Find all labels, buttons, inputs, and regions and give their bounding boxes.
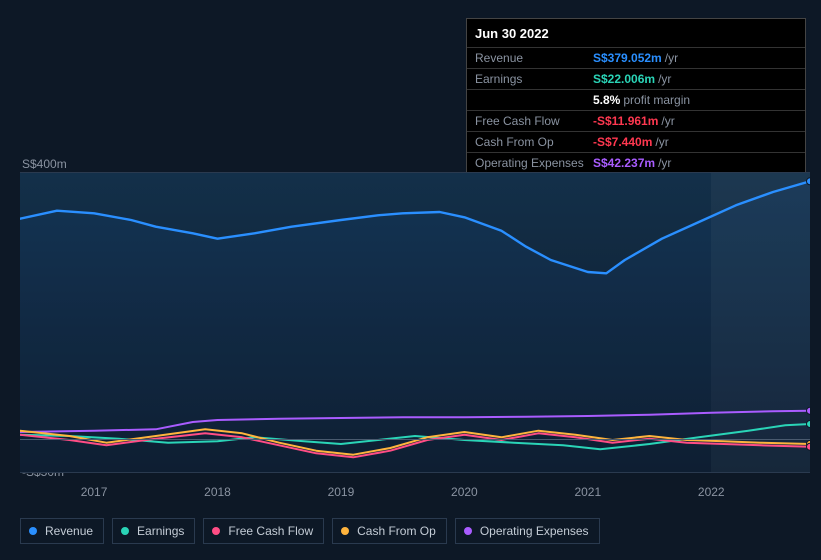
gridline: [20, 439, 810, 440]
tooltip-date: Jun 30 2022: [467, 19, 805, 47]
legend-item-label: Revenue: [45, 524, 93, 538]
tooltip-row-value: S$22.006m: [593, 71, 655, 87]
x-axis-tick-label: 2018: [204, 485, 231, 499]
legend-item-operating_expenses[interactable]: Operating Expenses: [455, 518, 600, 544]
legend-item-label: Operating Expenses: [480, 524, 589, 538]
x-axis-tick-label: 2021: [574, 485, 601, 499]
series-end-marker-revenue: [807, 178, 811, 185]
series-end-marker-free_cash_flow: [807, 443, 811, 450]
chart-legend: Revenue Earnings Free Cash Flow Cash From O…: [20, 518, 600, 544]
tooltip-row-value: -S$7.440m: [593, 134, 652, 150]
tooltip-row-unit: /yr: [658, 71, 671, 87]
tooltip-row-label: Revenue: [475, 50, 593, 66]
legend-dot-icon: [464, 527, 472, 535]
tooltip-row-label: Free Cash Flow: [475, 113, 593, 129]
legend-item-label: Free Cash Flow: [228, 524, 313, 538]
tooltip-row: Free Cash Flow-S$11.961m/yr: [467, 110, 805, 131]
legend-dot-icon: [29, 527, 37, 535]
tooltip-row-label: Cash From Op: [475, 134, 593, 150]
legend-item-free_cash_flow[interactable]: Free Cash Flow: [203, 518, 324, 544]
legend-item-cash_from_op[interactable]: Cash From Op: [332, 518, 447, 544]
tooltip-row-value: -S$11.961m: [593, 113, 658, 129]
x-axis-tick-label: 2019: [328, 485, 355, 499]
tooltip-row-unit: /yr: [655, 134, 668, 150]
legend-item-earnings[interactable]: Earnings: [112, 518, 195, 544]
tooltip-row-value: S$379.052m: [593, 50, 662, 66]
legend-dot-icon: [212, 527, 220, 535]
legend-dot-icon: [341, 527, 349, 535]
x-axis-tick-label: 2020: [451, 485, 478, 499]
x-axis-tick-label: 2017: [81, 485, 108, 499]
series-end-marker-earnings: [807, 421, 811, 428]
tooltip-row-unit: /yr: [661, 113, 674, 129]
legend-dot-icon: [121, 527, 129, 535]
legend-item-revenue[interactable]: Revenue: [20, 518, 104, 544]
series-end-marker-operating_expenses: [807, 407, 811, 414]
legend-item-label: Earnings: [137, 524, 184, 538]
tooltip-row-value: 5.8%: [593, 92, 620, 108]
tooltip-row: Cash From Op-S$7.440m/yr: [467, 131, 805, 152]
tooltip-row-unit: /yr: [665, 50, 678, 66]
plot-bottom-border: [20, 472, 810, 473]
tooltip-row-label: Earnings: [475, 71, 593, 87]
gridline: [20, 172, 810, 173]
tooltip-row: 5.8%profit margin: [467, 89, 805, 110]
tooltip-row: EarningsS$22.006m/yr: [467, 68, 805, 89]
chart-plot-area: [20, 172, 810, 472]
x-axis-tick-label: 2022: [698, 485, 725, 499]
chart-svg: [20, 172, 810, 472]
y-axis-tick-label: S$400m: [22, 157, 817, 171]
chart-tooltip: Jun 30 2022 RevenueS$379.052m/yrEarnings…: [466, 18, 806, 175]
tooltip-row-unit: profit margin: [623, 92, 690, 108]
legend-item-label: Cash From Op: [357, 524, 436, 538]
tooltip-row-label: [475, 92, 593, 108]
tooltip-row: RevenueS$379.052m/yr: [467, 47, 805, 68]
